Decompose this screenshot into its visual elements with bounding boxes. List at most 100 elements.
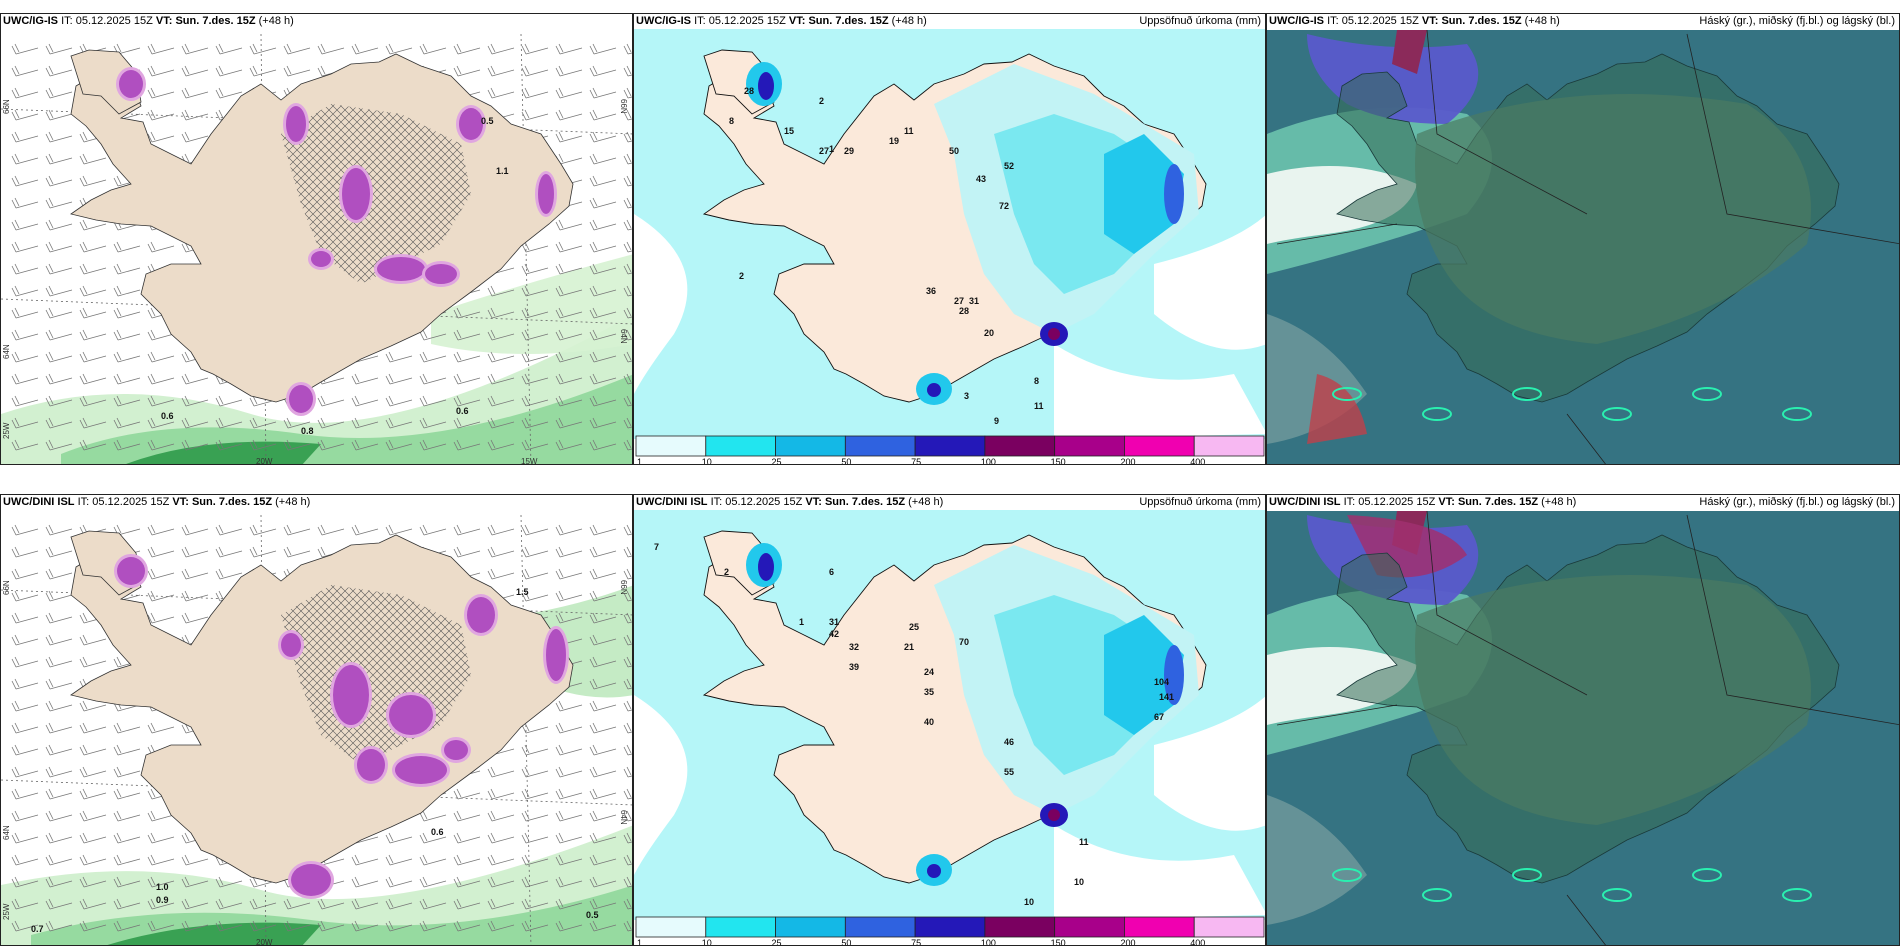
precip-value-label: 2 bbox=[724, 567, 729, 577]
precip-value-label: 9 bbox=[994, 416, 999, 426]
precip-value-label: 72 bbox=[999, 201, 1009, 211]
lon-label-25w: 25W bbox=[2, 422, 11, 439]
colorbar-tick: 100 bbox=[981, 938, 996, 946]
precip-value-label: 1 bbox=[829, 144, 834, 154]
colorbar-tick: 10 bbox=[702, 457, 712, 465]
precip-title: Uppsöfnuð úrkoma (mm) bbox=[1139, 496, 1261, 508]
colorbar-swatch bbox=[1054, 435, 1125, 457]
precip-value-label: 10 bbox=[1024, 897, 1034, 907]
lon-label-20w: 20W bbox=[256, 457, 273, 465]
colorbar-tick: 50 bbox=[841, 457, 851, 465]
precip-value-label: 7 bbox=[654, 542, 659, 552]
value-label: 0.8 bbox=[301, 426, 314, 436]
colorbar: 1 10 25 50 75 100 150 200 400 bbox=[635, 435, 1265, 465]
colorbar-tick: 75 bbox=[911, 457, 921, 465]
lat-label-66n-right: 66N bbox=[619, 99, 628, 114]
precip-value-label: 11 bbox=[1079, 837, 1089, 847]
panel-header: UWC/DINI ISL IT: 05.12.2025 15Z VT: Sun.… bbox=[1269, 496, 1577, 508]
panel-header: UWC/DINI ISL IT: 05.12.2025 15Z VT: Sun.… bbox=[3, 496, 311, 508]
cloud-map-svg-bottom bbox=[1267, 510, 1899, 945]
colorbar-swatch bbox=[635, 435, 707, 457]
value-label: 0.6 bbox=[456, 406, 469, 416]
colorbar-tick: 75 bbox=[911, 938, 921, 946]
lon-label-25w: 25W bbox=[2, 903, 11, 920]
precip-value-label: 67 bbox=[1154, 712, 1164, 722]
value-label: 0.9 bbox=[156, 895, 169, 905]
colorbar-tick: 1 bbox=[637, 938, 642, 946]
colorbar-swatch bbox=[775, 435, 846, 457]
colorbar: 1 10 25 50 75 100 150 200 400 bbox=[635, 916, 1265, 946]
precip-title: Uppsöfnuð úrkoma (mm) bbox=[1139, 15, 1261, 27]
value-label: 1.5 bbox=[516, 587, 529, 597]
map-panel-precip-top: 28 2 1 8 2 15 27 29 11 19 50 43 52 72 36 27 31 28 20 3 9 11 8 1… bbox=[633, 13, 1266, 465]
precip-value-label: 50 bbox=[949, 146, 959, 156]
precip-value-label: 55 bbox=[1004, 767, 1014, 777]
precip-value-label: 141 bbox=[1159, 692, 1174, 702]
map-panel-wind-top: 66N 64N 25W 20W 15W 66N 64N 0.6 0.8 0.6 1.1 0.5 UWC… bbox=[0, 13, 633, 465]
precip-value-label: 104 bbox=[1154, 677, 1169, 687]
lat-label-66n: 66N bbox=[2, 580, 11, 595]
colorbar-swatch bbox=[705, 916, 776, 938]
lat-label-64n: 64N bbox=[2, 825, 11, 840]
precip-value-label: 11 bbox=[1034, 401, 1044, 411]
colorbar-swatch bbox=[984, 435, 1056, 457]
colorbar-tick: 100 bbox=[981, 457, 996, 465]
colorbar-swatch bbox=[1193, 916, 1265, 938]
colorbar-swatch bbox=[914, 916, 986, 938]
lat-label-66n: 66N bbox=[2, 99, 11, 114]
map-panel-cloud-top: UWC/IG-IS IT: 05.12.2025 15Z VT: Sun. 7.… bbox=[1266, 13, 1900, 465]
panel-header: UWC/IG-IS IT: 05.12.2025 15Z VT: Sun. 7.… bbox=[636, 15, 927, 27]
precip-value-label: 8 bbox=[1034, 376, 1039, 386]
value-label: 0.5 bbox=[481, 116, 494, 126]
precip-value-label: 2 bbox=[739, 271, 744, 281]
precip-value-label: 24 bbox=[924, 667, 934, 677]
colorbar-tick: 200 bbox=[1120, 938, 1135, 946]
map-panel-precip-bottom: 7 2 6 1 31 42 32 39 21 25 70 24 35 40 46 55 104 141 67 10 11… bbox=[633, 494, 1266, 946]
lat-label-64n-right: 64N bbox=[619, 329, 628, 344]
value-label: 0.6 bbox=[431, 827, 444, 837]
precip-value-label: 35 bbox=[924, 687, 934, 697]
precip-value-label: 43 bbox=[976, 174, 986, 184]
precip-value-label: 39 bbox=[849, 662, 859, 672]
precip-value-label: 21 bbox=[904, 642, 914, 652]
panel-header: UWC/IG-IS IT: 05.12.2025 15Z VT: Sun. 7.… bbox=[3, 15, 294, 27]
precip-value-label: 28 bbox=[744, 86, 754, 96]
value-label: 0.6 bbox=[161, 411, 174, 421]
precip-value-label: 27 bbox=[819, 146, 829, 156]
colorbar-swatch bbox=[984, 916, 1056, 938]
precip-value-label: 40 bbox=[924, 717, 934, 727]
lon-label-20w: 20W bbox=[256, 938, 273, 946]
precip-map-svg-bottom: 72 61 314232392125702435404655104141671011… bbox=[634, 510, 1265, 946]
colorbar-swatch bbox=[914, 435, 986, 457]
precip-value-label: 42 bbox=[829, 629, 839, 639]
precip-value-label: 32 bbox=[849, 642, 859, 652]
lon-label-15w: 15W bbox=[521, 457, 538, 465]
colorbar-tick: 150 bbox=[1051, 457, 1066, 465]
colorbar-swatch bbox=[635, 916, 707, 938]
cloud-title: Háský (gr.), miðský (fj.bl.) og lágský (… bbox=[1699, 496, 1895, 508]
precip-value-label: 8 bbox=[729, 116, 734, 126]
map-panel-cloud-bottom: UWC/DINI ISL IT: 05.12.2025 15Z VT: Sun.… bbox=[1266, 494, 1900, 946]
precip-value-label: 6 bbox=[829, 567, 834, 577]
colorbar-swatch bbox=[705, 435, 776, 457]
cloud-title: Háský (gr.), miðský (fj.bl.) og lágský (… bbox=[1699, 15, 1895, 27]
panel-header: UWC/DINI ISL IT: 05.12.2025 15Z VT: Sun.… bbox=[636, 496, 944, 508]
value-label: 0.7 bbox=[31, 924, 44, 934]
colorbar-tick: 25 bbox=[772, 457, 782, 465]
precip-value-label: 29 bbox=[844, 146, 854, 156]
colorbar-tick: 400 bbox=[1190, 457, 1205, 465]
colorbar-swatch bbox=[844, 916, 916, 938]
precip-value-label: 52 bbox=[1004, 161, 1014, 171]
colorbar-tick: 25 bbox=[772, 938, 782, 946]
precip-value-label: 2 bbox=[819, 96, 824, 106]
precip-value-label: 36 bbox=[926, 286, 936, 296]
cloud-map-svg-top bbox=[1267, 29, 1899, 464]
precip-value-label: 27 bbox=[954, 296, 964, 306]
colorbar-swatch bbox=[775, 916, 846, 938]
precip-value-label: 15 bbox=[784, 126, 794, 136]
map-panel-wind-bottom: 66N 64N 25W 20W 66N 64N 0.7 1.0 0.9 0.6 0.5 1.5 UWC… bbox=[0, 494, 633, 946]
precip-value-label: 28 bbox=[959, 306, 969, 316]
precip-value-label: 70 bbox=[959, 637, 969, 647]
value-label: 1.1 bbox=[496, 166, 509, 176]
